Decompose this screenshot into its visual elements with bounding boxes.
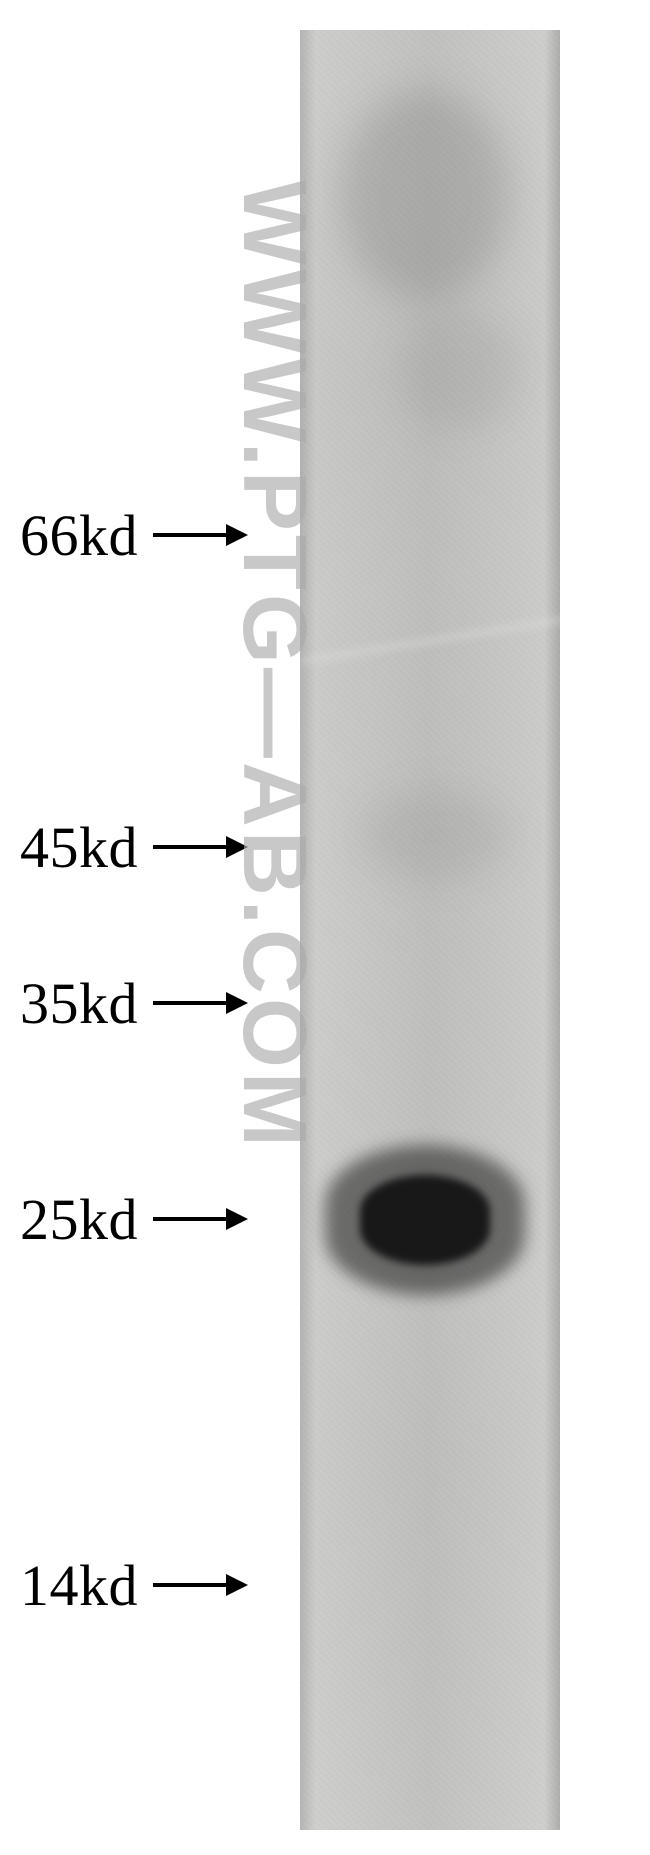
marker-row: 66kd <box>20 506 248 564</box>
marker-row: 14kd <box>20 1556 248 1614</box>
arrow-icon <box>153 524 248 546</box>
marker-label: 45kd <box>20 814 138 881</box>
blot-lane <box>300 30 560 1830</box>
lane-noise-overlay <box>300 30 560 1830</box>
arrow-icon <box>153 992 248 1014</box>
smudge <box>360 790 510 880</box>
arrow-icon <box>153 1574 248 1596</box>
arrow-head <box>226 524 248 546</box>
arrow-icon <box>153 836 248 858</box>
marker-row: 35kd <box>20 974 248 1032</box>
arrow-head <box>226 1574 248 1596</box>
marker-row: 25kd <box>20 1190 248 1248</box>
arrow-shaft <box>153 1217 229 1221</box>
marker-row: 45kd <box>20 818 248 876</box>
marker-label: 35kd <box>20 970 138 1037</box>
arrow-shaft <box>153 533 229 537</box>
arrow-shaft <box>153 1001 229 1005</box>
arrow-shaft <box>153 845 229 849</box>
arrow-head <box>226 1208 248 1230</box>
arrow-shaft <box>153 1583 229 1587</box>
marker-label: 25kd <box>20 1186 138 1253</box>
smudge <box>340 90 510 300</box>
arrow-icon <box>153 1208 248 1230</box>
marker-label: 66kd <box>20 502 138 569</box>
marker-label: 14kd <box>20 1552 138 1619</box>
arrow-head <box>226 836 248 858</box>
arrow-head <box>226 992 248 1014</box>
protein-band-core <box>360 1175 490 1265</box>
smudge <box>400 310 520 430</box>
